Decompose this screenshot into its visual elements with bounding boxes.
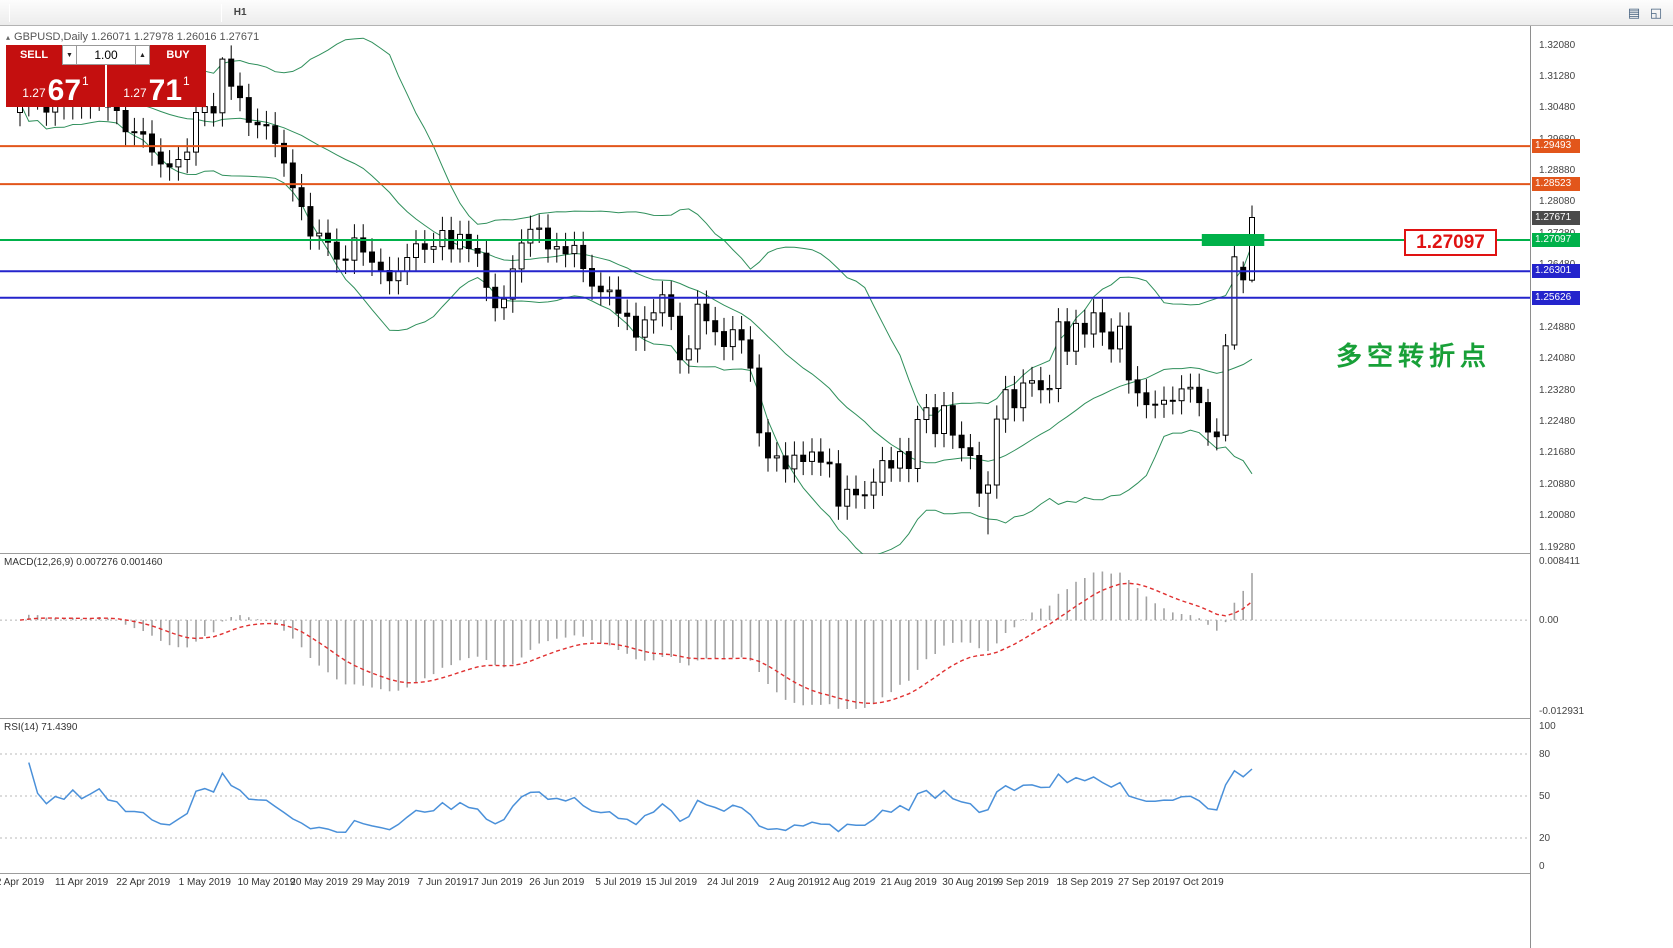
price-axis-label: 1.24880 [1539, 321, 1576, 333]
date-label: 5 Jul 2019 [595, 877, 642, 888]
date-label: 18 Sep 2019 [1056, 877, 1114, 888]
print-preview-icon[interactable]: ◱ [1645, 2, 1667, 23]
volume-up-button[interactable]: ▲ [135, 45, 150, 65]
price-axis-label: 1.20080 [1539, 510, 1576, 522]
price-axis-label: 1.28080 [1539, 196, 1576, 208]
price-chart-canvas[interactable] [0, 26, 1530, 554]
price-tag: 1.27097 [1532, 233, 1580, 247]
buy-price-big: 71 [148, 74, 183, 107]
buy-price-sup: 1 [183, 74, 190, 88]
print-icon: ▤ [1627, 5, 1641, 20]
toolbar-separator [220, 3, 222, 22]
date-label: 15 Jul 2019 [645, 877, 698, 888]
price-axis-label: 1.19280 [1539, 541, 1576, 553]
print-icon[interactable]: ▤ [1623, 2, 1645, 23]
date-label: 17 Jun 2019 [467, 877, 523, 888]
date-label: 7 Oct 2019 [1174, 877, 1224, 888]
buy-button[interactable]: BUY [150, 45, 206, 65]
date-label: 22 Apr 2019 [116, 877, 171, 888]
volume-down-button[interactable]: ▼ [62, 45, 77, 65]
date-label: 7 Jun 2019 [417, 877, 468, 888]
price-tag: 1.27671 [1532, 210, 1580, 225]
price-axis-label: 1.20880 [1539, 478, 1576, 490]
date-label: 2 Apr 2019 [0, 877, 45, 888]
price-chart-panel[interactable]: ▴ GBPUSD,Daily 1.26071 1.27978 1.26016 1… [0, 26, 1530, 554]
macd-label: MACD(12,26,9) 0.007276 0.001460 [4, 557, 163, 568]
tile-windows-icon[interactable]: ▦ [48, 0, 70, 4]
price-axis-label: 1.22480 [1539, 416, 1576, 428]
price-axis-label: 1.31280 [1539, 70, 1576, 82]
symbol-icon: ▴ [6, 32, 11, 42]
macd-canvas[interactable] [0, 555, 1530, 719]
price-tag: 1.29493 [1532, 139, 1580, 154]
price-level-label[interactable]: 1.27097 [1404, 229, 1497, 256]
chart-window: ▴ GBPUSD,Daily 1.26071 1.27978 1.26016 1… [0, 26, 1673, 948]
rsi-axis-label: 100 [1539, 721, 1556, 732]
date-label: 9 Sep 2019 [997, 877, 1049, 888]
date-label: 10 May 2019 [237, 877, 296, 888]
rsi-canvas[interactable] [0, 720, 1530, 874]
date-label: 12 Aug 2019 [819, 877, 876, 888]
price-axis-label: 1.32080 [1539, 39, 1576, 51]
one-click-trading-widget: SELL ▼ ▲ BUY 1.27 67 1 1.27 71 1 [6, 45, 206, 107]
price-axis-label: 1.24080 [1539, 353, 1576, 365]
zoom-out-icon[interactable]: ⊖ [26, 0, 48, 4]
date-label: 21 Aug 2019 [880, 877, 937, 888]
zoom-in-icon[interactable]: ⊕ [4, 0, 26, 4]
date-label: 20 May 2019 [290, 877, 349, 888]
rsi-label: RSI(14) 71.4390 [4, 722, 78, 733]
price-axis-label: 1.21680 [1539, 447, 1576, 459]
price-axis-label: 1.23280 [1539, 384, 1576, 396]
symbol-title: ▴ GBPUSD,Daily 1.26071 1.27978 1.26016 1… [6, 31, 259, 43]
price-tag: 1.25626 [1532, 290, 1580, 305]
date-label: 11 Apr 2019 [54, 877, 109, 888]
print-preview-icon: ◱ [1649, 5, 1663, 20]
date-label: 26 Jun 2019 [529, 877, 585, 888]
price-axis-label: 1.28880 [1539, 165, 1576, 177]
rsi-axis-label: 0 [1539, 861, 1545, 872]
sell-price-prefix: 1.27 [22, 86, 46, 100]
sell-price-button[interactable]: 1.27 67 1 [6, 65, 105, 107]
symbol-title-text: GBPUSD,Daily 1.26071 1.27978 1.26016 1.2… [14, 31, 260, 43]
price-axis-label: 1.30480 [1539, 102, 1576, 114]
date-label: 1 May 2019 [178, 877, 231, 888]
toolbar-group: ⊕⊖▦ [4, 0, 216, 4]
macd-axis-label: -0.012931 [1539, 706, 1585, 717]
main-toolbar: ⊞+新订单◉◍◎▶自动交易▥◫∿⊕⊖▦⇥⇤ƒ▾◷▾▧▾↖+|—∕∥≣A⚑◇▾ M… [0, 0, 1673, 117]
date-label: 29 May 2019 [351, 877, 410, 888]
toolbar-separator [9, 3, 10, 22]
sell-price-sup: 1 [82, 74, 89, 88]
sell-price-big: 67 [47, 74, 82, 107]
date-label: 27 Sep 2019 [1118, 877, 1175, 888]
time-axis[interactable]: 2 Apr 2019 11 Apr 2019 22 Apr 2019 1 May 20… [0, 875, 1530, 892]
date-label: 30 Aug 2019 [942, 877, 999, 888]
rsi-axis-label: 50 [1539, 791, 1551, 802]
sell-button[interactable]: SELL [6, 45, 62, 65]
rsi-axis-label: 80 [1539, 749, 1551, 760]
rsi-indicator-panel[interactable]: RSI(14) 71.4390 [0, 720, 1530, 874]
volume-input[interactable] [77, 45, 135, 65]
chart-annotation-text: 多空转折点 [1336, 342, 1492, 371]
macd-axis-label: 0.008411 [1539, 556, 1580, 567]
price-tag: 1.28523 [1532, 177, 1580, 192]
date-label: 2 Aug 2019 [769, 877, 820, 888]
macd-axis-label: 0.00 [1539, 615, 1559, 627]
price-axis[interactable]: 1.320801.312801.304801.296801.288801.280… [1530, 26, 1673, 948]
date-label: 24 Jul 2019 [706, 877, 759, 888]
buy-price-prefix: 1.27 [123, 86, 147, 100]
rsi-axis-label: 20 [1539, 833, 1551, 844]
toolbar-right-icons: ▤ ◱ [1623, 2, 1667, 23]
buy-price-button[interactable]: 1.27 71 1 [107, 65, 206, 107]
macd-indicator-panel[interactable]: MACD(12,26,9) 0.007276 0.001460 [0, 555, 1530, 719]
timeframe-h1[interactable]: H1 [233, 7, 247, 18]
price-tag: 1.26301 [1532, 264, 1580, 279]
